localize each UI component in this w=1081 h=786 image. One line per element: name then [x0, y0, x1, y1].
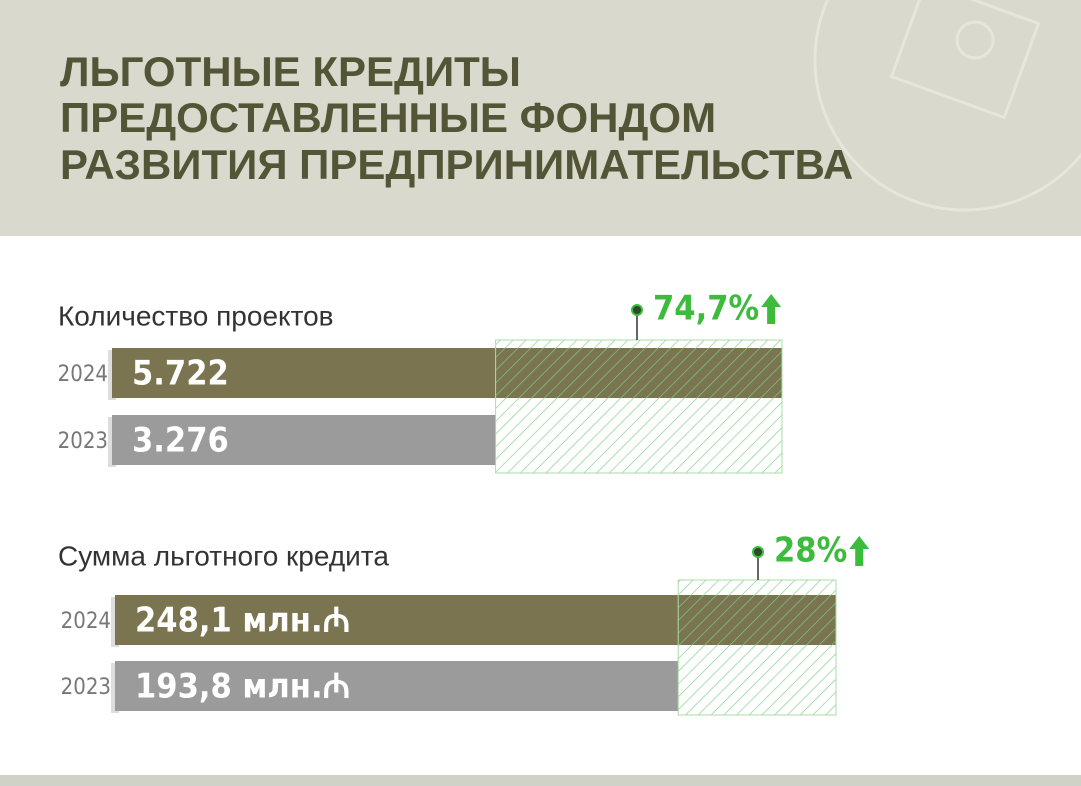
pointer-dot: [631, 304, 643, 316]
chart-subtitle: Количество проектов: [58, 300, 334, 331]
title-line: РАЗВИТИЯ ПРЕДПРИНИМАТЕЛЬСТВА: [60, 141, 853, 188]
up-arrow: [849, 536, 870, 566]
footer-strip: [0, 775, 1081, 786]
year-label: 2023: [61, 675, 111, 700]
title-line: ЛЬГОТНЫЕ КРЕДИТЫ: [60, 48, 521, 95]
up-arrow: [761, 294, 782, 324]
year-label: 2024: [58, 362, 108, 387]
value-label: 5.722: [132, 354, 229, 394]
value-label: 3.276: [132, 421, 229, 461]
pointer-dot: [752, 546, 764, 558]
chart-subtitle: Сумма льготного кредита: [58, 540, 389, 571]
value-label: 248,1 млн.₼: [135, 601, 350, 641]
change-label: 74,7%: [653, 289, 759, 329]
change-label: 28%: [774, 531, 847, 571]
title-line: ПРЕДОСТАВЛЕННЫЕ ФОНДОМ: [60, 94, 716, 141]
increase-hatch: [495, 339, 783, 474]
value-label: 193,8 млн.₼: [135, 667, 350, 707]
year-label: 2024: [61, 609, 111, 634]
ornament: [813, 0, 1081, 212]
bar: [112, 415, 496, 465]
bar: [115, 661, 679, 711]
year-label: 2023: [58, 429, 108, 454]
increase-hatch: [677, 579, 837, 716]
